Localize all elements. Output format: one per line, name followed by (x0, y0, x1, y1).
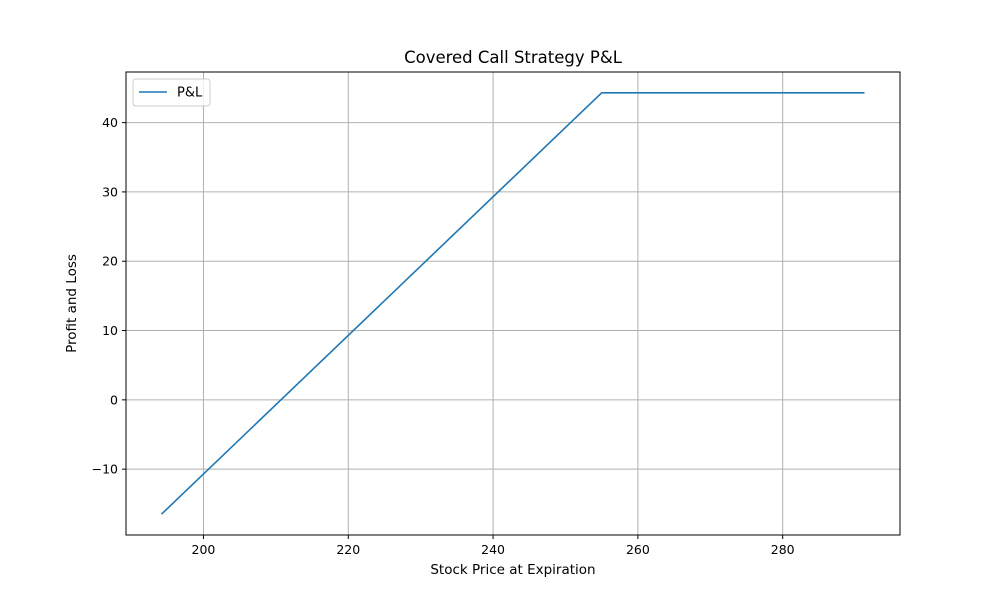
grid (126, 72, 900, 535)
y-tick-label: 30 (102, 184, 118, 199)
legend: P&L (132, 78, 211, 107)
y-tick-label: 10 (102, 323, 118, 338)
y-axis-ticks: −10 0 10 20 30 40 (92, 115, 126, 477)
x-axis-label: Stock Price at Expiration (430, 562, 595, 578)
x-tick-label: 220 (336, 542, 360, 557)
y-tick-label: 40 (102, 115, 118, 130)
plot-frame (125, 71, 901, 536)
y-tick-label: −10 (92, 462, 118, 477)
series-layer (160, 91, 865, 515)
chart-title: Covered Call Strategy P&L (404, 48, 623, 67)
y-axis-label: Profit and Loss (64, 254, 80, 353)
legend-label: P&L (177, 86, 203, 101)
y-tick-label: 0 (110, 392, 118, 407)
series-line-pnl (160, 91, 865, 515)
x-tick-label: 260 (626, 542, 650, 557)
x-tick-label: 280 (771, 542, 795, 557)
x-tick-label: 200 (192, 542, 216, 557)
x-tick-label: 240 (481, 542, 505, 557)
y-tick-label: 20 (102, 254, 118, 269)
x-axis-ticks: 200 220 240 260 280 (192, 535, 795, 557)
legend-box (132, 78, 211, 107)
